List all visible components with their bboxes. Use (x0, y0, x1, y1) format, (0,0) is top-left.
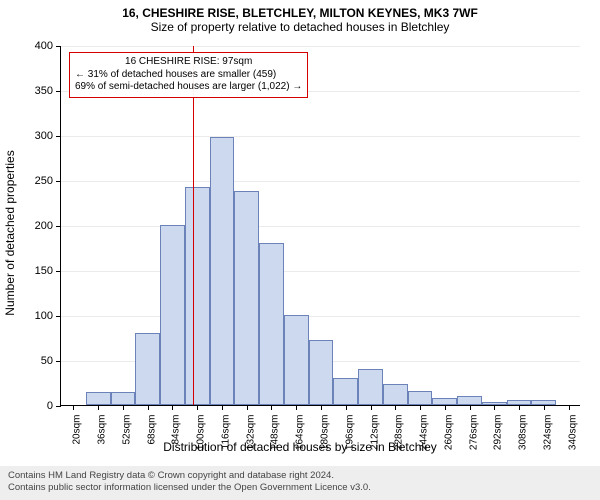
ytick-mark (56, 91, 61, 92)
ytick-label: 150 (13, 265, 53, 277)
xtick-mark (73, 405, 74, 410)
xtick-mark (569, 405, 570, 410)
xtick-mark (172, 405, 173, 410)
histogram-bar (111, 392, 136, 406)
histogram-bar (408, 391, 433, 405)
footer-line1: Contains HM Land Registry data © Crown c… (8, 470, 592, 482)
gridline (61, 271, 580, 272)
ytick-mark (56, 226, 61, 227)
ytick-mark (56, 46, 61, 47)
footer: Contains HM Land Registry data © Crown c… (0, 466, 600, 500)
histogram-bar (432, 398, 457, 405)
histogram-bar (457, 396, 482, 405)
xtick-mark (123, 405, 124, 410)
annotation-line2: ← 31% of detached houses are smaller (45… (75, 69, 302, 82)
xtick-mark (247, 405, 248, 410)
ytick-mark (56, 136, 61, 137)
gridline (61, 181, 580, 182)
xtick-mark (395, 405, 396, 410)
gridline (61, 316, 580, 317)
marker-line (193, 46, 194, 405)
histogram-bar (135, 333, 160, 405)
histogram-bar (210, 137, 235, 405)
xtick-mark (321, 405, 322, 410)
histogram-bar (86, 392, 111, 406)
xtick-mark (197, 405, 198, 410)
histogram-bar (309, 340, 334, 405)
ytick-label: 400 (13, 40, 53, 52)
xtick-mark (148, 405, 149, 410)
ytick-mark (56, 316, 61, 317)
xtick-mark (544, 405, 545, 410)
chart-title-line2: Size of property relative to detached ho… (0, 20, 600, 34)
ytick-label: 300 (13, 130, 53, 142)
ytick-mark (56, 406, 61, 407)
ytick-label: 200 (13, 220, 53, 232)
ytick-label: 250 (13, 175, 53, 187)
xtick-mark (346, 405, 347, 410)
ytick-label: 50 (13, 355, 53, 367)
annotation-line1: 16 CHESHIRE RISE: 97sqm (75, 56, 302, 69)
xtick-mark (371, 405, 372, 410)
ytick-label: 100 (13, 310, 53, 322)
ytick-label: 350 (13, 85, 53, 97)
histogram-bar (185, 187, 210, 405)
x-axis-label: Distribution of detached houses by size … (0, 440, 600, 454)
xtick-mark (420, 405, 421, 410)
histogram-bar (358, 369, 383, 405)
histogram-bar (259, 243, 284, 405)
annotation-line3: 69% of semi-detached houses are larger (… (75, 81, 302, 94)
xtick-mark (470, 405, 471, 410)
ytick-mark (56, 181, 61, 182)
plot-area: 05010015020025030035040020sqm36sqm52sqm6… (60, 46, 580, 406)
gridline (61, 226, 580, 227)
xtick-mark (519, 405, 520, 410)
histogram-bar (333, 378, 358, 405)
ytick-mark (56, 361, 61, 362)
xtick-mark (296, 405, 297, 410)
ytick-label: 0 (13, 400, 53, 412)
gridline (61, 46, 580, 47)
footer-line2: Contains public sector information licen… (8, 482, 592, 494)
histogram-bar (284, 315, 309, 405)
xtick-mark (271, 405, 272, 410)
xtick-mark (494, 405, 495, 410)
gridline (61, 136, 580, 137)
xtick-mark (98, 405, 99, 410)
chart-title-line1: 16, CHESHIRE RISE, BLETCHLEY, MILTON KEY… (0, 6, 600, 20)
xtick-mark (445, 405, 446, 410)
histogram-chart: 16, CHESHIRE RISE, BLETCHLEY, MILTON KEY… (0, 6, 600, 460)
annotation-box: 16 CHESHIRE RISE: 97sqm← 31% of detached… (69, 52, 308, 98)
histogram-bar (383, 384, 408, 405)
histogram-bar (160, 225, 185, 405)
histogram-bar (234, 191, 259, 405)
xtick-mark (222, 405, 223, 410)
ytick-mark (56, 271, 61, 272)
